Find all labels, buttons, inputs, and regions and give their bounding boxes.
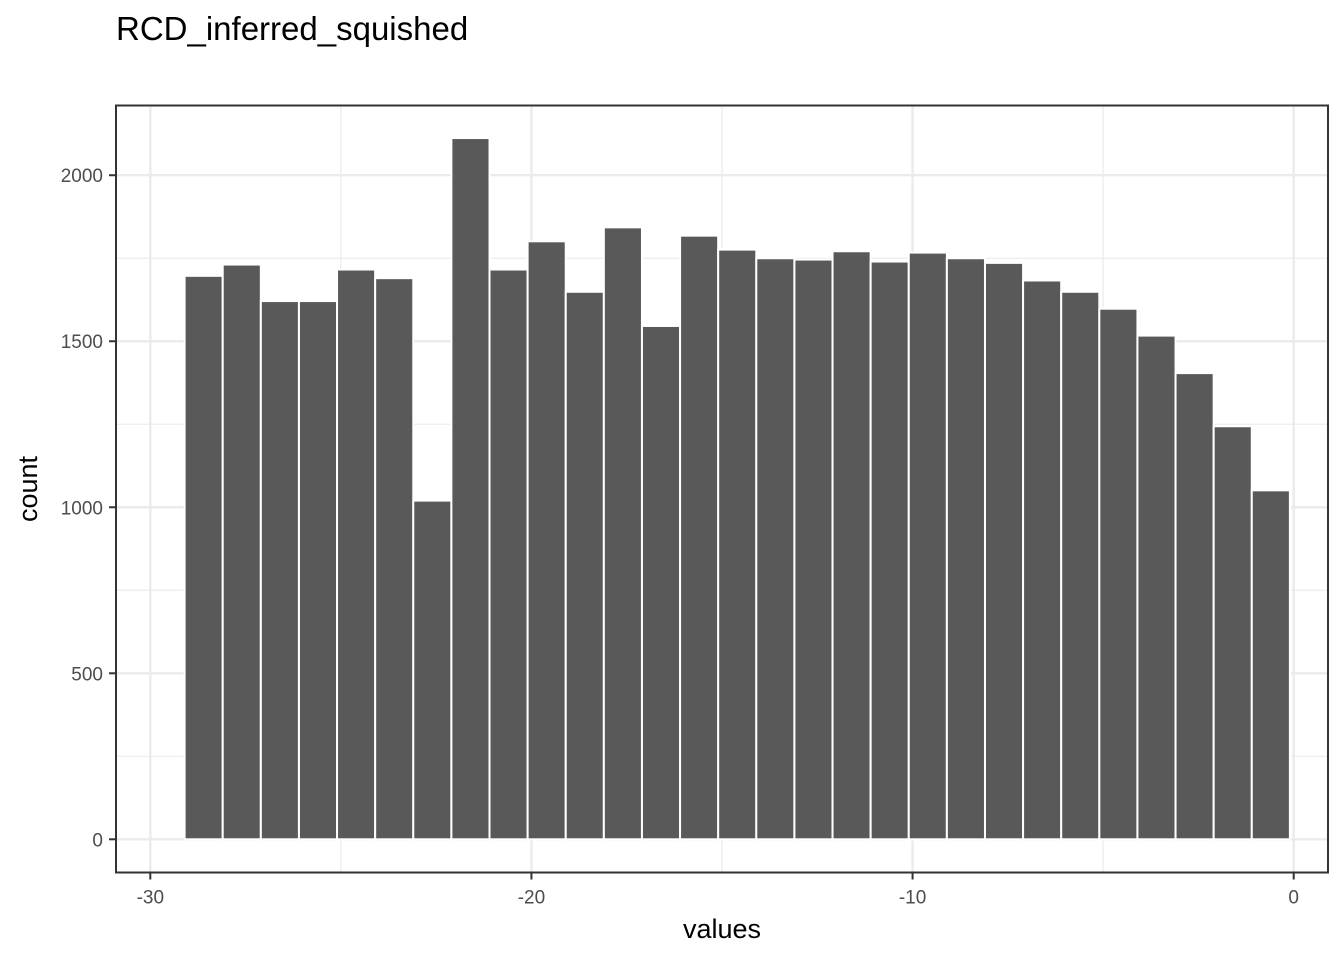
histogram-bar [564,290,605,841]
histogram-bar [755,257,796,841]
histogram-bar [1250,489,1291,841]
histogram-bar [869,260,910,841]
histogram-bar [450,137,491,841]
histogram-bar [793,258,834,841]
x-tick-label: -20 [518,888,545,909]
x-axis-title: values [683,914,761,944]
histogram-bar [336,268,377,841]
histogram-bar [488,268,529,841]
x-axis-ticks: -30 -20 -10 0 [137,872,1299,909]
histogram-bar [297,300,339,841]
histogram-bar [602,226,643,841]
histogram-bar [412,499,453,841]
histogram-bar [1098,307,1139,841]
y-axis-ticks: 0 500 1000 1500 2000 [61,166,116,851]
histogram-bar [259,300,300,841]
x-tick-label: 0 [1288,888,1299,909]
histogram-bars [183,137,1291,841]
histogram-bar [526,240,567,841]
histogram-bar [183,274,224,841]
histogram-bar [945,257,986,841]
histogram-bar [1136,334,1177,841]
histogram-bar [1022,279,1063,841]
histogram-bar [831,250,872,841]
x-tick-label: -30 [137,888,164,909]
histogram-bar [983,261,1025,841]
panel-border [115,104,1329,874]
histogram-bar [374,277,415,841]
y-tick-label: 1000 [61,498,103,519]
y-tick-label: 500 [71,664,103,685]
histogram-bar [1060,290,1101,841]
y-tick-label: 1500 [61,332,103,353]
histogram-bar [1174,372,1215,841]
histogram-bar [221,263,262,841]
histogram-bar [679,234,720,841]
histogram-bar [907,251,948,841]
histogram-bar [717,248,758,841]
y-tick-label: 2000 [61,166,103,187]
x-tick-label: -10 [899,888,926,909]
chart-title: RCD_inferred_squished [116,10,468,47]
y-axis-title: count [13,455,43,522]
histogram-bar [1212,425,1253,841]
histogram-bar [640,324,682,841]
y-tick-label: 0 [92,830,103,851]
